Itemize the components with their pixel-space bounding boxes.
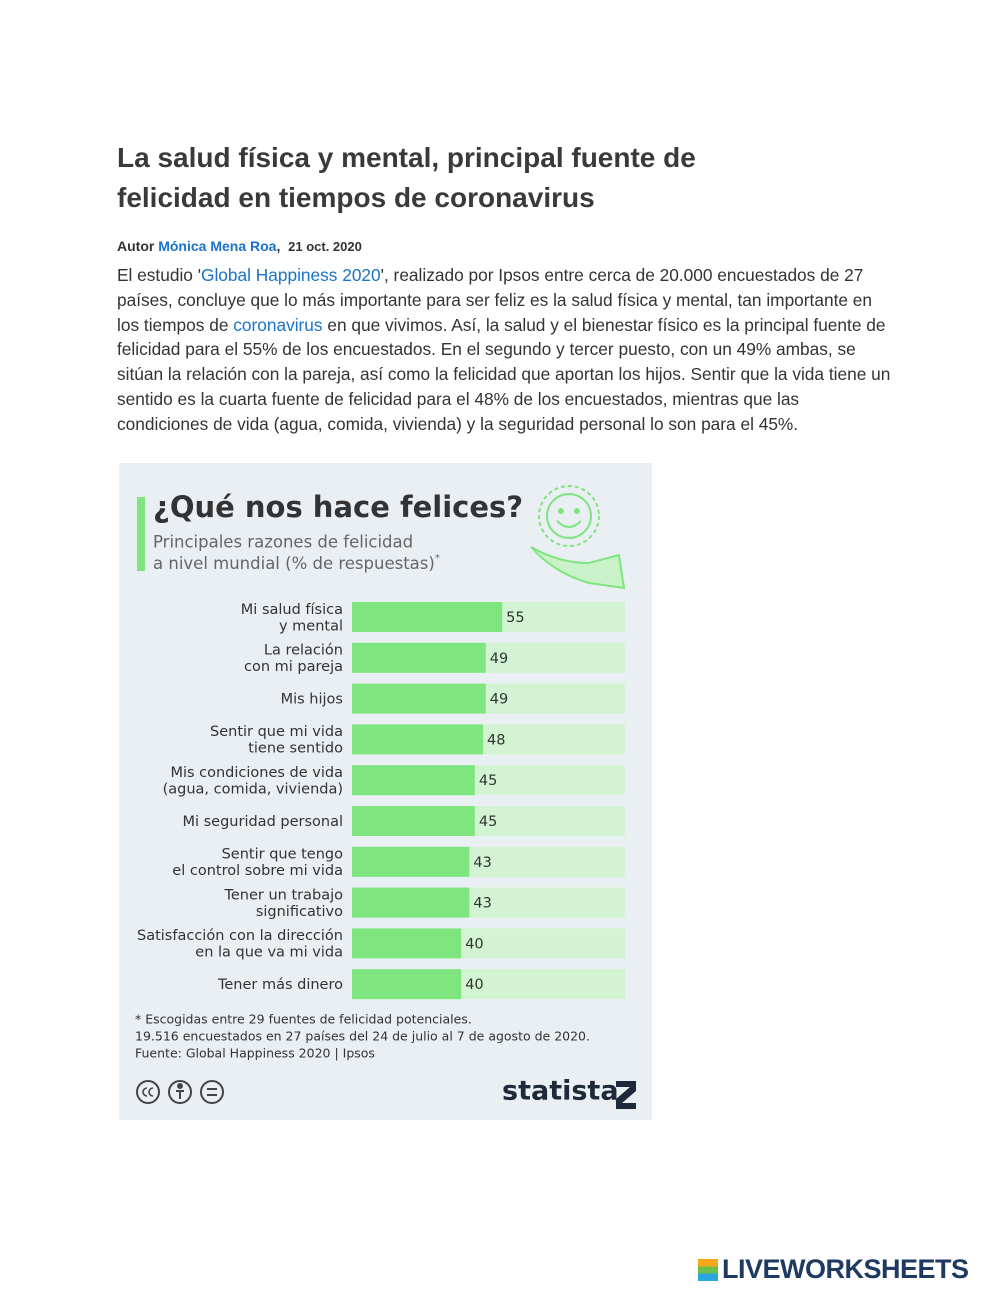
category-label: Mis hijos [281, 692, 343, 708]
value-label: 48 [487, 732, 505, 748]
brand: statista [502, 1076, 619, 1107]
title-line: felicidad en tiempos de coronavirus [117, 182, 595, 213]
subtitle: Principales razones de felicidad [153, 533, 413, 552]
value-label: 49 [490, 692, 508, 708]
category-label: el control sobre mi vida [172, 863, 343, 879]
subtitle-line: a nivel mundial (% de respuestas) [153, 554, 435, 573]
value-label: 45 [479, 814, 497, 830]
note: * Escogidas entre 29 fuentes de felicida… [135, 1012, 472, 1027]
value-label: 55 [506, 610, 524, 626]
value-label: 43 [473, 855, 491, 871]
logo-mark [698, 1259, 718, 1281]
article-body: El estudio 'Global Happiness 2020', real… [117, 263, 892, 437]
category-label: en la que va mi vida [195, 945, 343, 961]
link[interactable]: coronavirus [233, 314, 323, 335]
category-label: Satisfacción con la dirección [137, 928, 343, 944]
subtitle: a nivel mundial (% de respuestas)* [153, 553, 440, 573]
value-label: 40 [465, 977, 483, 993]
byline: Autor Mónica Mena Roa, 21 oct. 2020 [117, 238, 362, 254]
note: Fuente: Global Happiness 2020 | Ipsos [135, 1046, 375, 1061]
bar [352, 724, 484, 755]
comma: , [276, 238, 281, 254]
value-label: 40 [465, 936, 483, 952]
date: 21 oct. 2020 [288, 239, 362, 254]
bar [352, 683, 486, 714]
text: en que vivimos. Así, la salud y el biene… [117, 314, 891, 434]
value-label: 45 [479, 773, 497, 789]
category-label: con mi pareja [244, 659, 343, 675]
category-label: tiene sentido [248, 741, 343, 757]
title-line: La salud física y mental, principal fuen… [117, 142, 696, 173]
link[interactable]: Global Happiness 2020 [201, 265, 381, 285]
note: 19.516 encuestados en 27 países del 24 d… [135, 1029, 590, 1044]
text: ', realizado por Ipsos entre cerca de 20… [117, 265, 872, 335]
category-label: Mi seguridad personal [182, 814, 343, 830]
accent-bar [137, 497, 145, 571]
category-label: y mental [279, 618, 343, 634]
category-label: Mis condiciones de vida [170, 765, 343, 781]
sun-hand-icon [530, 485, 626, 590]
category-label: Sentir que tengo [222, 847, 344, 863]
author-link[interactable]: Mónica Mena Roa [158, 238, 277, 254]
category-label: (agua, comida, vivienda) [163, 781, 343, 797]
bar [352, 846, 470, 877]
value-label: 49 [490, 651, 508, 667]
category-label: Tener más dinero [217, 977, 343, 993]
category-label: Sentir que mi vida [210, 724, 343, 740]
license-icons [136, 1080, 224, 1104]
subtitle-mark: * [435, 553, 440, 564]
value-label: 43 [473, 896, 491, 912]
chart: ¿Qué nos hace felices? Principales razon… [119, 463, 652, 1120]
bar [352, 765, 475, 796]
category-label: Tener un trabajo [223, 887, 343, 903]
author-label: Autor [117, 238, 155, 254]
brand-text: LIVEWORKSHEETS [722, 1254, 969, 1284]
bar [352, 887, 470, 918]
bar [352, 642, 486, 673]
category-label: significativo [256, 904, 343, 920]
footer-brand: LIVEWORKSHEETS [698, 1254, 969, 1285]
bar [352, 928, 462, 959]
bar [352, 969, 462, 1000]
bar [352, 806, 475, 836]
brand-icon [616, 1081, 636, 1109]
category-label: Mi salud física [241, 602, 343, 618]
category-label: La relación [264, 643, 343, 659]
chart-title: ¿Qué nos hace felices? [153, 490, 523, 524]
bar [352, 602, 503, 632]
text: El estudio ' [117, 265, 201, 285]
